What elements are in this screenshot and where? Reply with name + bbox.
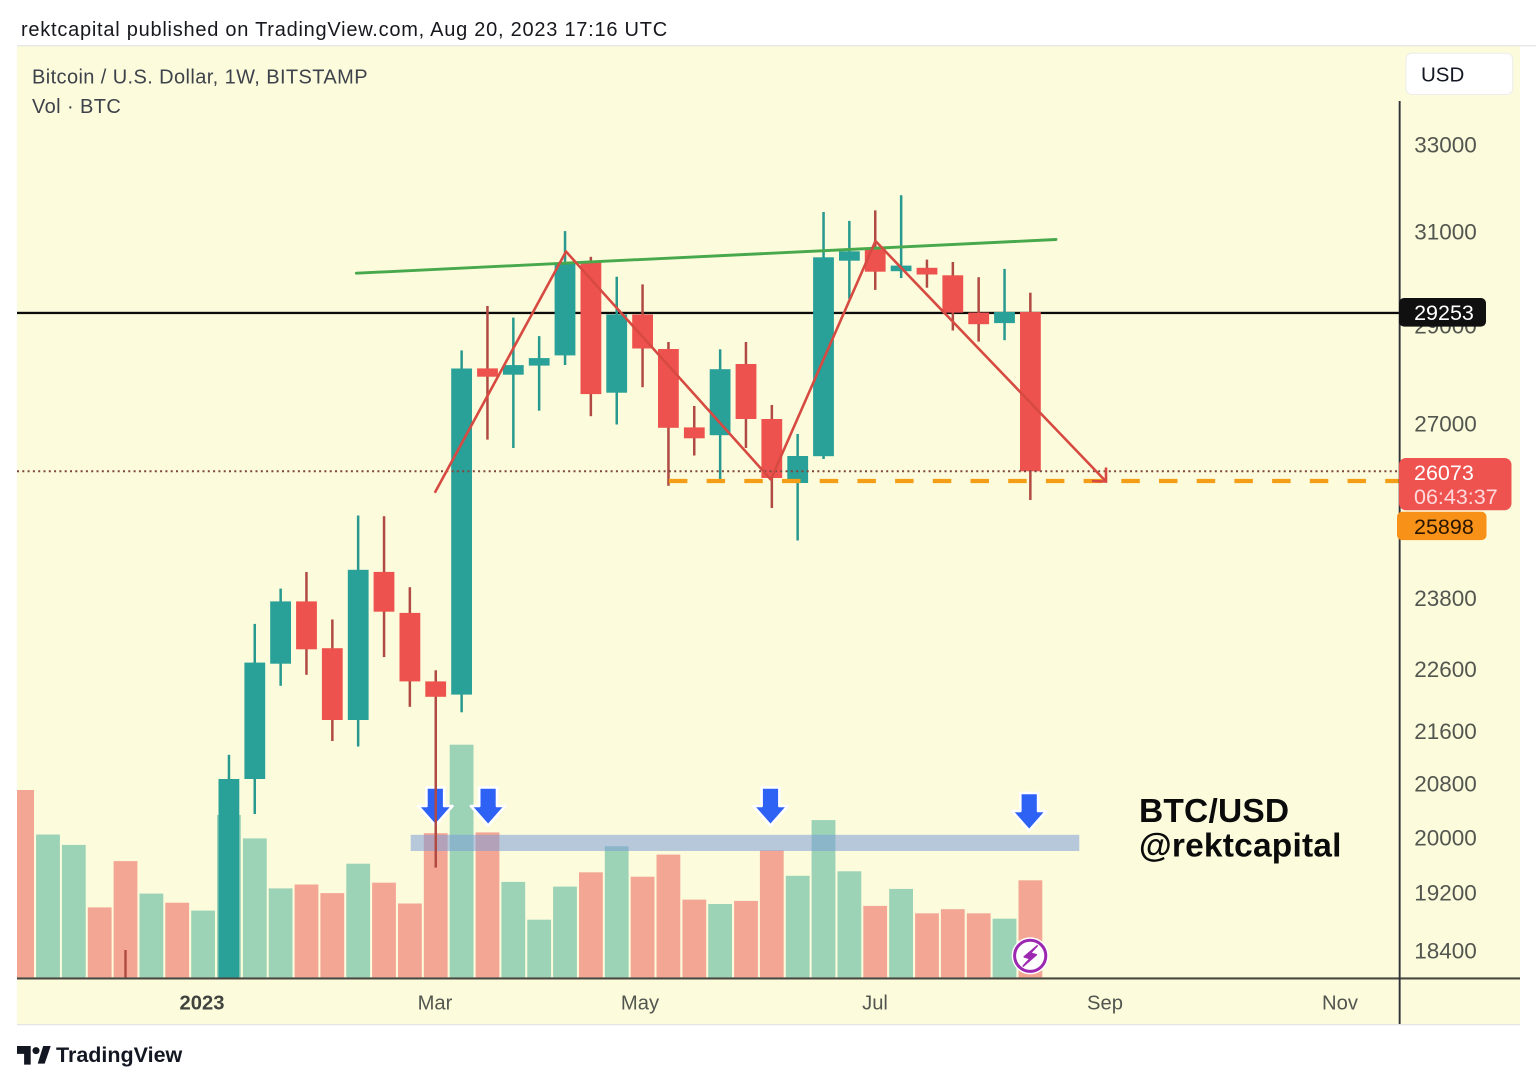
svg-text:USD: USD [1421, 64, 1464, 87]
svg-text:Vol · BTC: Vol · BTC [32, 96, 121, 118]
svg-text:@rektcapital: @rektcapital [1139, 828, 1342, 865]
svg-text:21600: 21600 [1414, 719, 1477, 744]
svg-text:20800: 20800 [1414, 772, 1477, 797]
svg-text:May: May [621, 993, 660, 1015]
svg-text:19200: 19200 [1414, 881, 1477, 906]
svg-text:BTC/USD: BTC/USD [1139, 793, 1289, 830]
svg-text:31000: 31000 [1414, 220, 1477, 245]
svg-text:26073: 26073 [1414, 461, 1474, 485]
svg-text:Nov: Nov [1322, 993, 1359, 1015]
svg-text:Mar: Mar [418, 993, 453, 1015]
svg-text:29253: 29253 [1414, 301, 1474, 325]
svg-text:06:43:37: 06:43:37 [1414, 485, 1498, 509]
svg-text:Sep: Sep [1087, 993, 1123, 1015]
svg-text:33000: 33000 [1414, 133, 1477, 158]
svg-text:Jul: Jul [862, 993, 888, 1015]
svg-text:20000: 20000 [1414, 826, 1477, 851]
svg-text:Bitcoin / U.S. Dollar, 1W, BIT: Bitcoin / U.S. Dollar, 1W, BITSTAMP [32, 67, 368, 89]
svg-text:22600: 22600 [1414, 657, 1477, 682]
svg-text:25898: 25898 [1414, 515, 1474, 539]
svg-text:2023: 2023 [180, 993, 225, 1015]
svg-text:27000: 27000 [1414, 412, 1477, 437]
svg-text:23800: 23800 [1414, 586, 1477, 611]
svg-text:18400: 18400 [1414, 939, 1477, 964]
